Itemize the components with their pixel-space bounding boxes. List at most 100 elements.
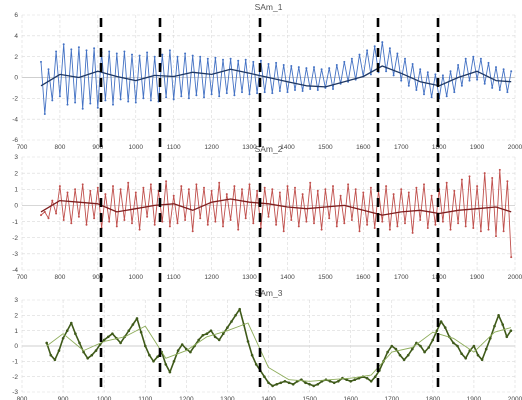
data-point	[457, 222, 460, 225]
data-point	[396, 52, 399, 55]
data-point	[381, 41, 384, 44]
data-point	[320, 228, 323, 231]
data-point	[45, 341, 48, 345]
data-point	[237, 228, 240, 231]
data-point	[184, 52, 187, 55]
panel-2-title: SAm_2	[255, 144, 283, 154]
y-tick-label: 0	[14, 203, 18, 210]
data-point	[267, 215, 270, 218]
data-point	[411, 347, 414, 351]
data-point	[369, 380, 373, 383]
data-point	[61, 337, 65, 340]
data-point	[441, 220, 444, 223]
data-point	[449, 70, 452, 73]
data-point	[134, 101, 137, 104]
data-point	[233, 185, 236, 188]
data-point	[484, 347, 488, 351]
data-point	[153, 223, 156, 226]
data-point	[55, 50, 58, 53]
data-point	[431, 338, 435, 342]
data-point	[195, 183, 198, 186]
data-point	[94, 349, 98, 352]
series-3-2-line	[46, 322, 512, 382]
data-point	[468, 175, 471, 178]
data-point	[275, 223, 278, 226]
data-point	[366, 49, 369, 52]
data-point	[108, 50, 111, 53]
data-point	[74, 332, 77, 336]
data-point	[70, 48, 73, 51]
data-point	[324, 188, 327, 191]
data-point	[222, 332, 225, 336]
data-point	[172, 360, 176, 363]
data-point	[153, 55, 156, 58]
data-point	[468, 79, 471, 82]
y-tick-label: 2	[14, 54, 18, 61]
data-point	[430, 96, 433, 99]
data-point	[131, 53, 133, 56]
y-tick-label: 2	[14, 170, 18, 177]
data-point	[66, 191, 69, 194]
data-point	[53, 358, 57, 362]
data-point	[152, 360, 155, 363]
data-point	[374, 375, 377, 379]
data-point	[495, 235, 497, 238]
series-2-2-line	[40, 198, 512, 216]
data-point	[252, 222, 255, 225]
data-point	[279, 381, 283, 385]
data-point	[445, 181, 448, 184]
data-point	[362, 191, 365, 194]
data-point	[483, 172, 486, 175]
y-tick-label: -2	[12, 96, 18, 103]
data-point	[316, 89, 319, 91]
data-point	[332, 381, 336, 385]
data-point	[259, 59, 262, 62]
data-point	[201, 334, 205, 337]
data-point	[328, 217, 331, 220]
data-point	[452, 341, 455, 345]
data-point	[472, 55, 475, 58]
data-point	[392, 74, 395, 77]
data-point	[487, 228, 490, 231]
data-point	[218, 95, 221, 98]
data-point	[205, 332, 209, 336]
data-point	[119, 188, 122, 191]
data-point	[263, 375, 266, 379]
y-tick-label: 1	[14, 328, 18, 335]
data-point	[392, 193, 395, 196]
x-tick-label: 1900	[470, 144, 485, 151]
data-point	[278, 191, 281, 194]
data-point	[335, 64, 338, 66]
data-point	[89, 189, 92, 192]
data-point	[406, 353, 410, 357]
x-tick-label: 1400	[280, 144, 295, 151]
data-point	[385, 70, 388, 73]
data-point	[271, 384, 274, 388]
data-point	[373, 45, 376, 48]
series-1-2-line	[40, 65, 512, 88]
data-point	[165, 180, 168, 183]
data-point	[62, 43, 65, 46]
data-point	[301, 193, 304, 196]
x-tick-label: 1800	[432, 274, 447, 281]
data-point	[206, 57, 209, 60]
y-tick-label: 0	[14, 343, 18, 350]
y-tick-label: -6	[12, 137, 18, 144]
data-point	[309, 181, 312, 184]
data-point	[104, 99, 107, 102]
data-point	[49, 353, 53, 357]
data-point	[229, 219, 232, 221]
data-point	[308, 383, 311, 386]
x-tick-label: 1300	[220, 396, 235, 400]
data-point	[112, 185, 114, 188]
x-tick-label: 1400	[261, 396, 276, 400]
data-point	[123, 50, 126, 53]
data-point	[107, 335, 110, 339]
y-tick-label: -2	[12, 374, 18, 381]
data-point	[388, 228, 391, 231]
data-point	[316, 189, 319, 192]
y-tick-label: 2	[14, 313, 18, 320]
x-tick-label: 700	[17, 144, 28, 151]
data-point	[419, 68, 422, 71]
